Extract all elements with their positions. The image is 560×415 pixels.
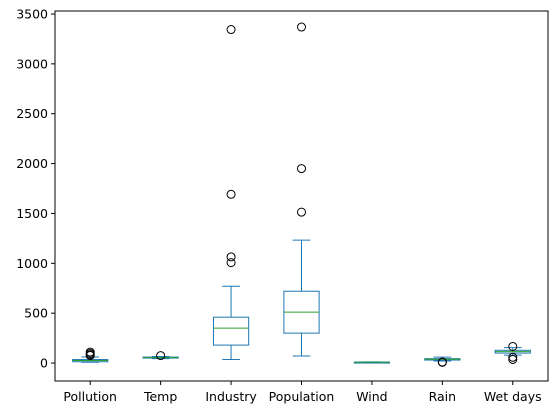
x-tick-label: Pollution bbox=[63, 389, 117, 404]
x-tick-label: Temp bbox=[143, 389, 177, 404]
outlier-point bbox=[508, 341, 518, 351]
outlier-point bbox=[297, 164, 306, 174]
y-tick-label: 2000 bbox=[16, 156, 48, 171]
y-tick-label: 3500 bbox=[16, 6, 48, 21]
box-group-6 bbox=[494, 341, 531, 364]
axes-layer: 0 500 1000 1500 2000 2500 3000 3500 Pollution Tem… bbox=[16, 6, 549, 404]
plot-frame bbox=[54, 10, 549, 382]
box-group-3 bbox=[283, 22, 320, 357]
x-tick-label: Population bbox=[269, 389, 335, 404]
x-tick-label: Industry bbox=[205, 389, 257, 404]
outlier-point bbox=[85, 347, 95, 357]
outlier-point bbox=[226, 252, 236, 262]
box-group-5 bbox=[424, 356, 461, 367]
outlier-point bbox=[156, 351, 166, 361]
y-tick-label: 0 bbox=[40, 356, 48, 371]
outlier-point bbox=[297, 207, 306, 217]
x-tick-label: Wind bbox=[356, 389, 387, 404]
outlier-point bbox=[508, 352, 518, 362]
outlier-point bbox=[508, 354, 518, 364]
y-tick-label: 2500 bbox=[16, 106, 48, 121]
box-group-4 bbox=[353, 361, 391, 364]
x-tick-label: Wet days bbox=[484, 389, 542, 404]
outlier-point bbox=[437, 357, 447, 367]
boxes-layer bbox=[72, 22, 531, 367]
box-group-1 bbox=[142, 351, 179, 361]
iqr-box bbox=[212, 316, 250, 346]
box-group-2 bbox=[212, 25, 250, 361]
outlier-point bbox=[297, 22, 306, 32]
y-tick-label: 1500 bbox=[16, 206, 48, 221]
y-tick-label: 500 bbox=[24, 306, 48, 321]
outlier-point bbox=[226, 25, 236, 35]
y-tick-label: 1000 bbox=[16, 256, 48, 271]
outlier-point bbox=[226, 258, 236, 268]
box-group-0 bbox=[72, 347, 109, 363]
x-tick-label: Rain bbox=[429, 389, 456, 404]
outlier-point bbox=[226, 189, 236, 199]
y-tick-label: 3000 bbox=[16, 56, 48, 71]
